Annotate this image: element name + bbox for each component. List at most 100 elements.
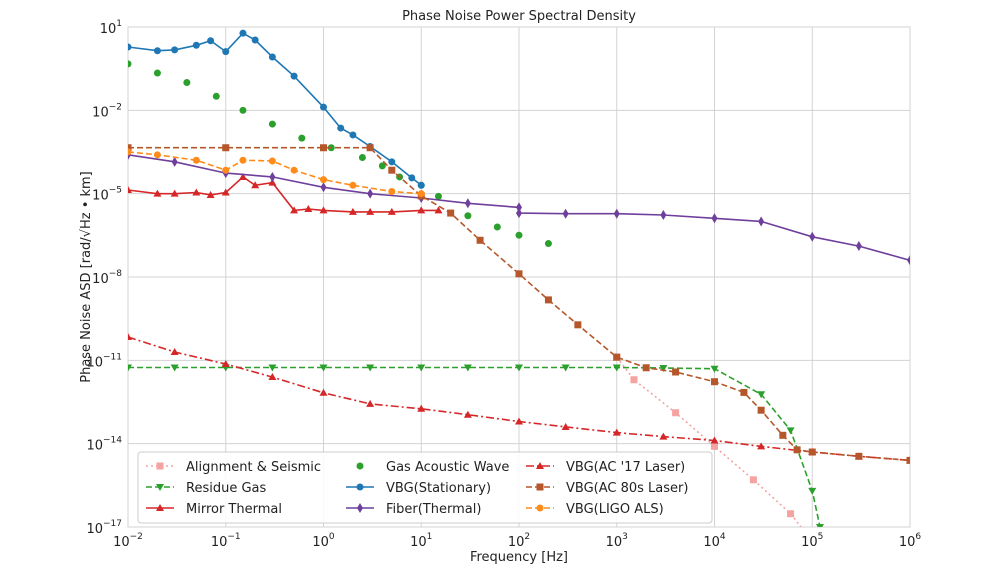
series bbox=[128, 149, 910, 266]
marker bbox=[358, 154, 366, 162]
marker bbox=[906, 456, 910, 464]
tick-label: 100 bbox=[312, 532, 335, 550]
marker bbox=[659, 432, 668, 440]
marker bbox=[128, 333, 132, 341]
marker bbox=[808, 487, 817, 495]
marker bbox=[320, 144, 327, 152]
marker bbox=[128, 144, 132, 152]
legend-label: Alignment & Seismic bbox=[186, 460, 321, 475]
legend-marker bbox=[356, 462, 364, 470]
marker bbox=[366, 144, 374, 152]
marker bbox=[366, 207, 375, 215]
marker bbox=[222, 144, 230, 152]
tick-power: −17 bbox=[103, 519, 122, 529]
marker bbox=[320, 182, 327, 193]
tick-label: 10−2 bbox=[113, 532, 143, 550]
tick-label: 101 bbox=[100, 19, 122, 37]
legend-marker bbox=[357, 503, 363, 513]
tick-label: 10−14 bbox=[86, 436, 122, 454]
tick-base: 10 bbox=[508, 535, 525, 550]
tick-label: 10−17 bbox=[86, 519, 122, 537]
marker bbox=[366, 399, 375, 407]
tick-base: 10 bbox=[703, 535, 720, 550]
marker bbox=[239, 106, 247, 114]
marker bbox=[561, 364, 570, 372]
marker bbox=[349, 181, 357, 189]
legend-label: Mirror Thermal bbox=[186, 502, 282, 517]
marker bbox=[367, 188, 374, 199]
tick-label: 102 bbox=[508, 532, 530, 550]
marker bbox=[212, 92, 220, 100]
legend-label: VBG(AC '17 Laser) bbox=[566, 460, 685, 475]
tick-power: 2 bbox=[524, 532, 530, 542]
marker bbox=[304, 205, 313, 213]
marker bbox=[269, 171, 276, 182]
legend-frame bbox=[137, 451, 713, 524]
tick-power: −2 bbox=[130, 532, 143, 542]
marker bbox=[388, 158, 396, 166]
marker bbox=[417, 206, 426, 214]
marker bbox=[493, 223, 501, 231]
tick-label: 103 bbox=[606, 532, 628, 550]
marker bbox=[544, 296, 552, 304]
marker bbox=[447, 209, 455, 217]
marker bbox=[740, 388, 748, 396]
tick-label: 10−5 bbox=[92, 186, 122, 204]
marker bbox=[613, 353, 621, 361]
marker bbox=[366, 364, 375, 372]
marker bbox=[417, 404, 426, 412]
marker bbox=[192, 41, 200, 49]
marker bbox=[128, 148, 132, 156]
marker bbox=[574, 321, 582, 329]
tick-base: 10 bbox=[92, 272, 109, 287]
marker bbox=[561, 422, 570, 430]
marker bbox=[630, 376, 638, 384]
marker bbox=[222, 166, 230, 174]
legend-marker bbox=[536, 462, 544, 469]
marker bbox=[463, 410, 472, 418]
marker bbox=[171, 156, 178, 167]
tick-label: 10−11 bbox=[86, 352, 122, 370]
marker bbox=[221, 359, 230, 367]
legend-marker bbox=[156, 462, 164, 470]
marker bbox=[515, 270, 523, 278]
marker bbox=[562, 208, 569, 219]
tick-base: 10 bbox=[113, 535, 130, 550]
marker bbox=[779, 431, 787, 439]
marker bbox=[153, 69, 161, 77]
marker bbox=[268, 373, 277, 381]
tick-base: 10 bbox=[100, 22, 117, 37]
legend-label: VBG(LIGO ALS) bbox=[566, 502, 664, 517]
marker bbox=[758, 216, 765, 227]
tick-base: 10 bbox=[86, 522, 103, 537]
marker bbox=[516, 202, 522, 213]
tick-label: 101 bbox=[410, 532, 432, 550]
marker bbox=[170, 189, 179, 197]
marker bbox=[786, 427, 795, 435]
marker bbox=[268, 157, 276, 165]
marker bbox=[434, 192, 442, 200]
marker bbox=[387, 207, 396, 215]
marker bbox=[290, 72, 298, 80]
marker bbox=[659, 364, 668, 372]
legend-label: Residue Gas bbox=[186, 481, 266, 496]
tick-power: 1 bbox=[427, 532, 433, 542]
marker bbox=[239, 29, 247, 37]
marker bbox=[515, 231, 523, 239]
marker bbox=[710, 365, 719, 373]
tick-base: 10 bbox=[92, 105, 109, 120]
series bbox=[128, 29, 425, 189]
marker bbox=[434, 206, 443, 214]
series bbox=[128, 60, 552, 248]
marker bbox=[855, 452, 863, 460]
marker bbox=[855, 241, 862, 252]
marker bbox=[290, 166, 298, 174]
tick-base: 10 bbox=[899, 535, 916, 550]
chart-title: Phase Noise Power Spectral Density bbox=[402, 9, 636, 24]
marker bbox=[153, 47, 161, 55]
tick-label: 10−2 bbox=[92, 102, 122, 120]
marker bbox=[170, 347, 179, 355]
marker bbox=[238, 172, 247, 180]
tick-power: 4 bbox=[720, 532, 726, 542]
